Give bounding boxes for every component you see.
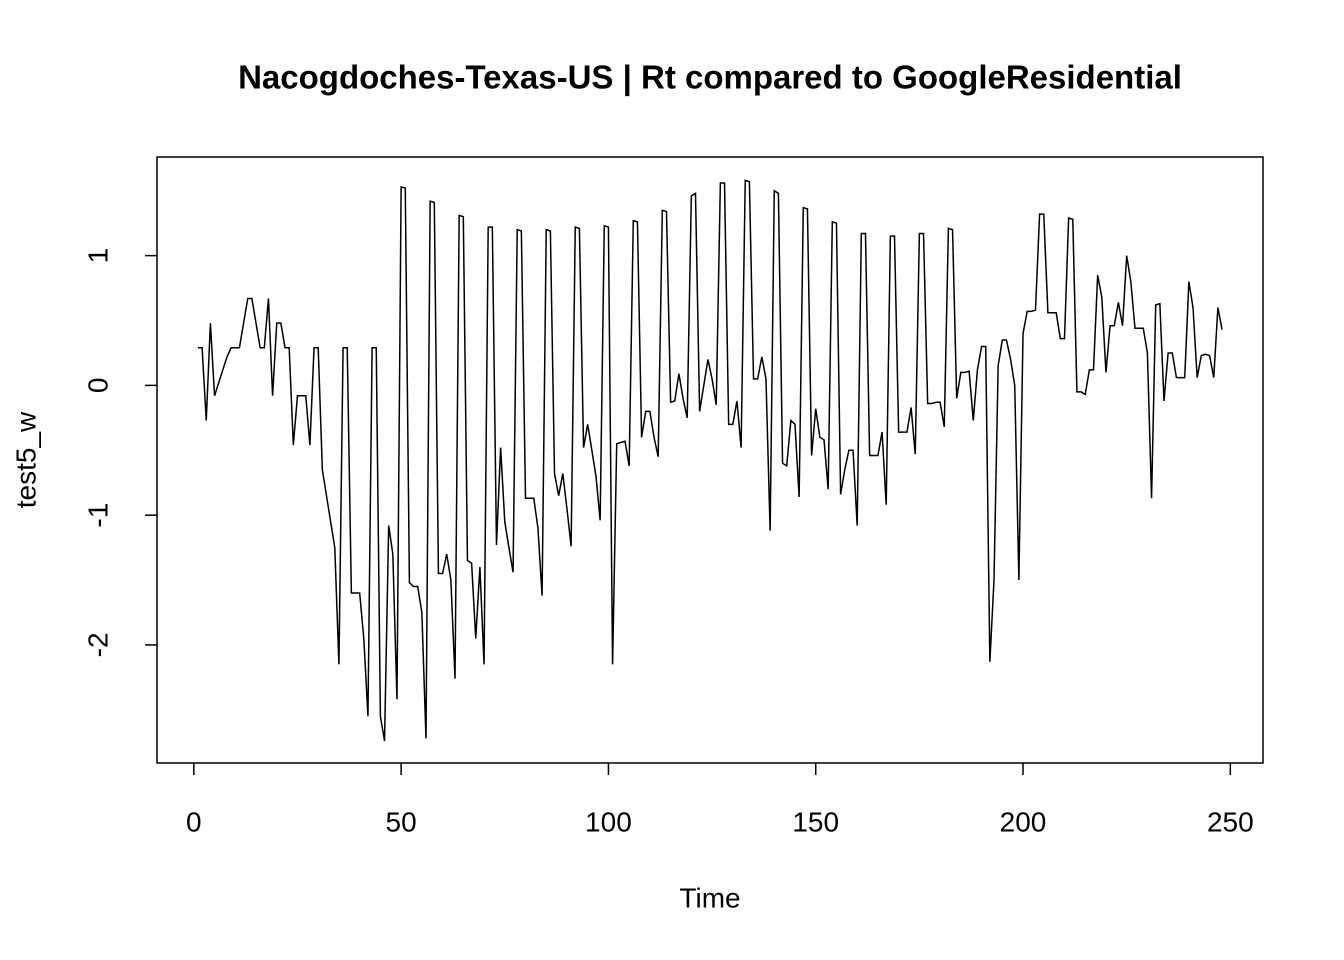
y-tick-label: -1 [82, 503, 113, 528]
x-tick-label: 200 [1000, 806, 1047, 837]
plot-frame [156, 156, 1264, 764]
series-line [197, 179, 1223, 742]
y-axis-label: test5_w [10, 411, 41, 508]
x-tick-label: 50 [386, 806, 417, 837]
y-tick-label: -2 [82, 632, 113, 657]
chart-title: Nacogdoches-Texas-US | Rt compared to Go… [238, 59, 1182, 96]
x-axis-label: Time [679, 882, 740, 913]
y-tick-label: 0 [82, 378, 113, 394]
y-tick-label: 1 [82, 248, 113, 264]
x-tick-label: 100 [585, 806, 632, 837]
x-tick-label: 150 [792, 806, 839, 837]
x-tick-label: 250 [1207, 806, 1254, 837]
x-tick-label: 0 [186, 806, 202, 837]
